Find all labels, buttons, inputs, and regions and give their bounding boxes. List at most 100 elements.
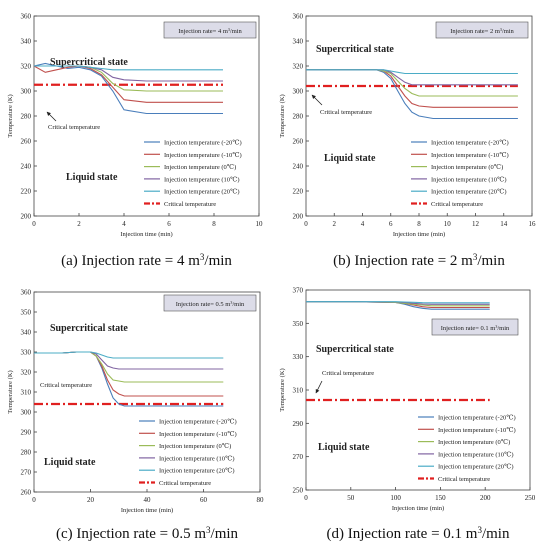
y-axis-label: Temperature (K) — [279, 368, 286, 411]
x-axis-label: Injection time (min) — [120, 231, 172, 238]
series-line-5 — [306, 301, 490, 304]
injection-rate-label: Injection rate= 0.1 m3/min — [441, 324, 510, 333]
chart-panel-4: 250 270 290 310 330 350 370 0 50 100 150 200 250 Inje… — [279, 287, 536, 513]
injection-rate-label: Injection rate= 4 m3/min — [178, 27, 242, 36]
legend-label: Injection temperature (20℃) — [438, 463, 514, 471]
y-tick-label: 220 — [293, 188, 304, 196]
x-tick-label: 8 — [417, 220, 421, 228]
annotation-liquid: Liquid state — [324, 153, 376, 164]
injection-rate-box — [435, 21, 529, 39]
legend-label: Injection temperature (-10℃) — [431, 151, 509, 159]
legend-label: Injection temperature (-10℃) — [164, 151, 242, 159]
y-tick-label: 360 — [21, 289, 32, 297]
annotation-critical: Critical temperature — [40, 382, 92, 389]
y-tick-label: 350 — [293, 320, 304, 328]
y-tick-label: 290 — [21, 429, 32, 437]
x-tick-label: 150 — [435, 494, 446, 502]
annotation-liquid: Liquid state — [318, 442, 370, 453]
y-tick-label: 200 — [293, 213, 304, 221]
y-tick-label: 330 — [293, 353, 304, 361]
legend-label-critical: Critical temperature — [159, 480, 211, 487]
x-tick-label: 12 — [472, 220, 480, 228]
legend-label: Injection temperature (0℃) — [164, 163, 236, 171]
x-tick-label: 40 — [144, 496, 152, 504]
y-tick-label: 200 — [21, 213, 32, 221]
y-tick-label: 320 — [21, 63, 32, 71]
series-line-2 — [34, 351, 224, 397]
legend-label: Injection temperature (-20℃) — [164, 139, 242, 147]
legend-label: Injection temperature (-20℃) — [159, 418, 237, 426]
y-tick-label: 320 — [21, 369, 32, 377]
y-tick-label: 270 — [21, 469, 32, 477]
caption-2: (b) Injection rate = 2 m3/min — [333, 252, 505, 269]
series-line-3 — [34, 351, 224, 383]
annotation-supercritical: Supercritical state — [50, 57, 128, 68]
series-line-5 — [34, 351, 224, 359]
y-tick-label: 350 — [21, 309, 32, 317]
x-tick-label: 10 — [256, 220, 264, 228]
injection-rate-label: Injection rate= 0.5 m3/min — [176, 300, 245, 309]
y-tick-label: 290 — [293, 420, 304, 428]
legend-label-critical: Critical temperature — [438, 476, 490, 483]
legend-label: Injection temperature (0℃) — [431, 163, 503, 171]
legend-label: Injection temperature (20℃) — [159, 467, 235, 475]
annotation-supercritical: Supercritical state — [50, 323, 128, 334]
x-tick-label: 6 — [389, 220, 393, 228]
y-tick-label: 250 — [293, 487, 304, 495]
series-line-2 — [33, 65, 223, 103]
injection-rate-box — [431, 318, 519, 336]
y-tick-label: 280 — [21, 113, 32, 121]
y-tick-label: 310 — [293, 387, 304, 395]
legend-label: Injection temperature (10℃) — [438, 450, 514, 458]
caption-1: (a) Injection rate = 4 m3/min — [61, 252, 232, 269]
legend-label: Injection temperature (-20℃) — [431, 139, 509, 147]
y-tick-label: 270 — [293, 453, 304, 461]
x-tick-label: 2 — [333, 220, 337, 228]
y-tick-label: 360 — [21, 13, 32, 21]
y-axis-label: Temperature (K) — [7, 370, 14, 413]
chart-panel-3: 260 270 280 290 300 310 320 330 340 350 360 0 20 40 60… — [7, 289, 264, 515]
legend-label: Injection temperature (10℃) — [431, 175, 507, 183]
x-tick-label: 20 — [87, 496, 95, 504]
x-tick-label: 16 — [529, 220, 537, 228]
injection-rate-box — [163, 21, 257, 39]
x-tick-label: 2 — [77, 220, 81, 228]
caption-3: (c) Injection rate = 0.5 m3/min — [56, 525, 239, 542]
series-line-2 — [306, 69, 518, 108]
y-tick-label: 370 — [293, 287, 304, 295]
series-line-5 — [306, 69, 518, 75]
legend-label: Injection temperature (-10℃) — [438, 426, 516, 434]
x-tick-label: 80 — [257, 496, 265, 504]
y-tick-label: 340 — [21, 38, 32, 46]
x-tick-label: 0 — [32, 496, 36, 504]
y-axis-label: Temperature (K) — [7, 94, 14, 137]
x-axis-label: Injection time (min) — [393, 231, 445, 238]
y-tick-label: 280 — [21, 449, 32, 457]
y-tick-label: 280 — [293, 113, 304, 121]
series-line-1 — [33, 62, 223, 115]
x-tick-label: 60 — [200, 496, 208, 504]
x-tick-label: 6 — [167, 220, 171, 228]
y-tick-label: 360 — [293, 13, 304, 21]
legend-label-critical: Critical temperature — [431, 201, 483, 208]
series-line-5 — [34, 65, 223, 71]
series-line-4 — [306, 69, 518, 86]
legend-label: Injection temperature (-10℃) — [159, 430, 237, 438]
x-tick-label: 200 — [480, 494, 491, 502]
series-line-1 — [34, 351, 224, 407]
plot-frame — [33, 15, 260, 217]
y-tick-label: 300 — [21, 88, 32, 96]
y-tick-label: 240 — [21, 163, 32, 171]
annotation-liquid: Liquid state — [44, 457, 96, 468]
annotation-critical: Critical temperature — [48, 124, 100, 131]
annotation-liquid: Liquid state — [66, 172, 118, 183]
legend-label: Injection temperature (0℃) — [438, 438, 510, 446]
x-tick-label: 0 — [32, 220, 36, 228]
injection-rate-label: Injection rate= 2 m3/min — [450, 27, 514, 36]
x-tick-label: 250 — [525, 494, 536, 502]
y-tick-label: 320 — [293, 63, 304, 71]
legend-label: Injection temperature (10℃) — [164, 175, 240, 183]
critical-arrow — [311, 94, 323, 106]
legend-label: Injection temperature (0℃) — [159, 442, 231, 450]
